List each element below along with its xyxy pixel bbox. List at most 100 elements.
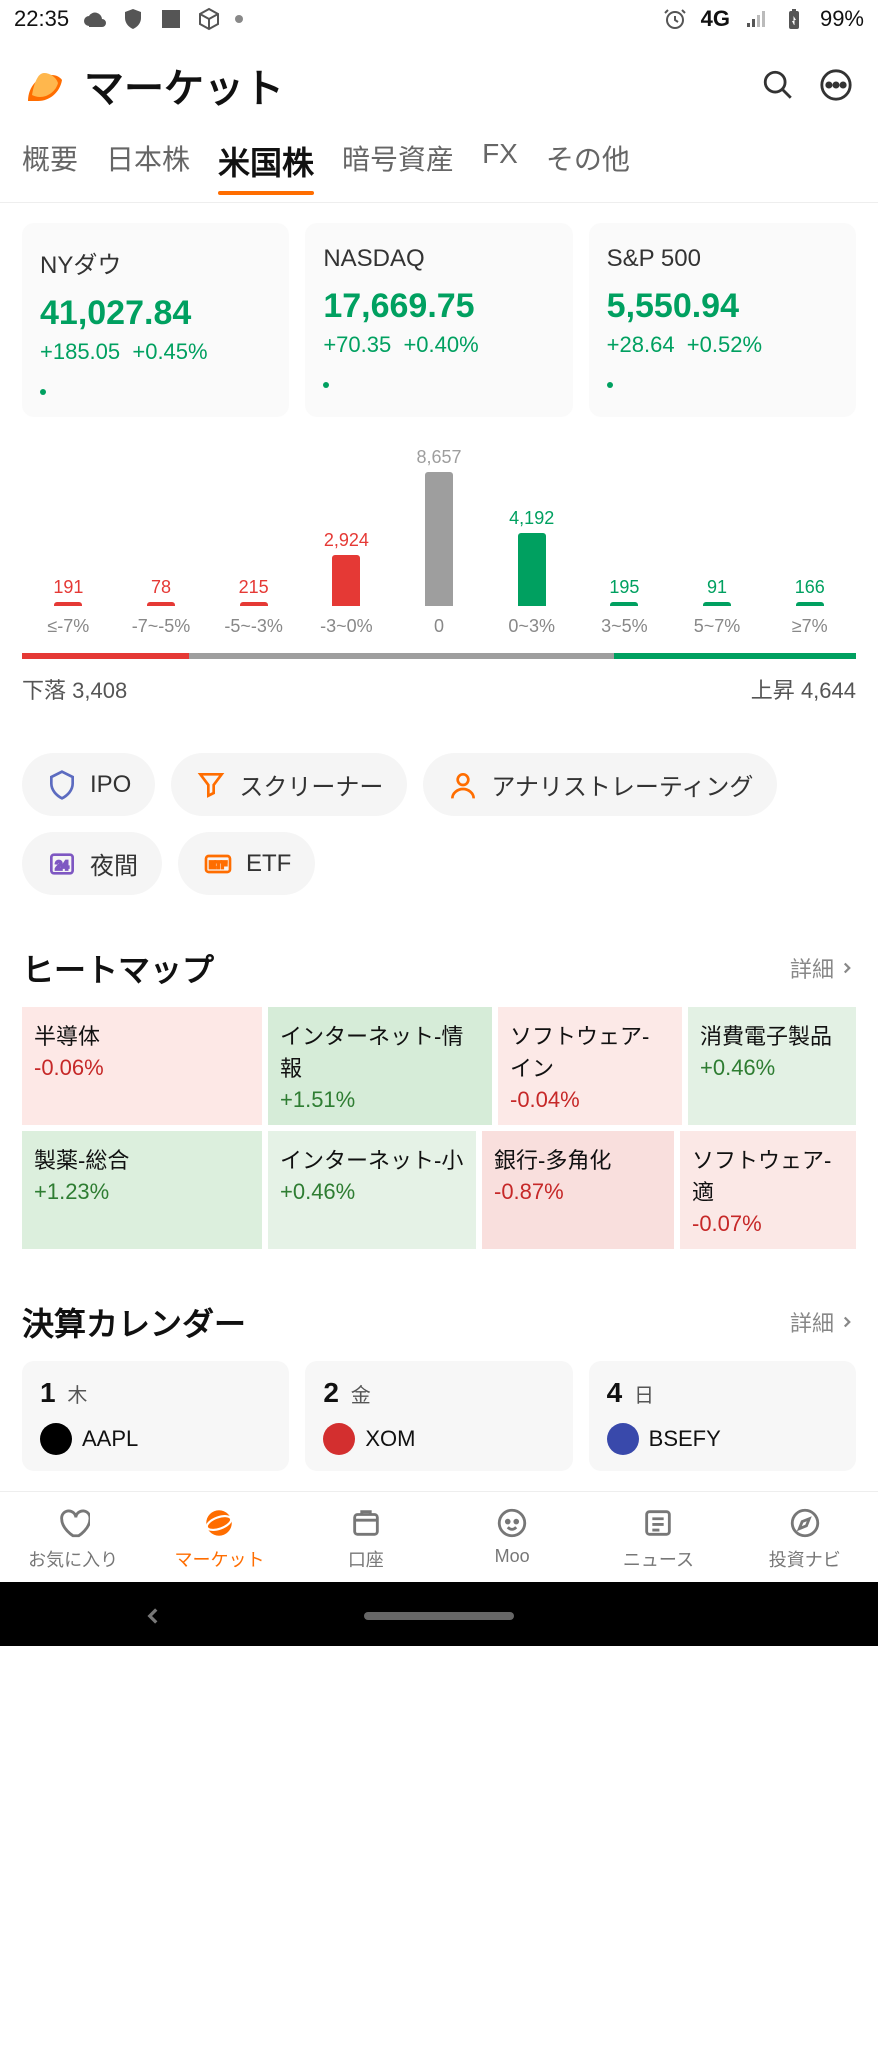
heatmap-cell[interactable]: 製薬-総合+1.23% xyxy=(22,1131,262,1249)
company-logo-icon xyxy=(323,1423,355,1455)
bar-icon xyxy=(425,472,453,606)
index-name: S&P 500 xyxy=(607,245,838,273)
notification-dot-icon xyxy=(235,15,243,23)
dist-count: 2,924 xyxy=(324,530,369,551)
search-button[interactable] xyxy=(758,65,798,105)
heatmap-cell[interactable]: インターネット-情報+1.51% xyxy=(268,1007,492,1125)
bar-icon xyxy=(703,602,731,606)
more-button[interactable] xyxy=(816,65,856,105)
tab-その他[interactable]: その他 xyxy=(546,138,630,194)
quick-ipo-button[interactable]: IPO xyxy=(22,753,155,816)
bar-icon xyxy=(240,602,268,606)
earnings-more-button[interactable]: 詳細 xyxy=(790,1306,856,1338)
tab-日本株[interactable]: 日本株 xyxy=(106,138,190,194)
heatmap-cell[interactable]: ソフトウェア-イン-0.04% xyxy=(498,1007,682,1125)
earnings-symbol: XOM xyxy=(323,1423,554,1455)
quick-label: IPO xyxy=(90,771,131,799)
status-battery: 99% xyxy=(820,6,864,32)
dist-bar: 191≤-7% xyxy=(22,447,115,637)
heatmap-sector-name: ソフトウェア-イン xyxy=(510,1019,670,1083)
heatmap-cell[interactable]: インターネット-小+0.46% xyxy=(268,1131,476,1249)
tab-FX[interactable]: FX xyxy=(482,138,518,194)
heatmap-sector-name: 消費電子製品 xyxy=(700,1019,844,1051)
heatmap-sector-name: 銀行-多角化 xyxy=(494,1143,662,1175)
quick-etf-button[interactable]: ETFETF xyxy=(178,832,315,895)
tabbar-heart[interactable]: お気に入り xyxy=(0,1492,146,1582)
quick-night-button[interactable]: 24夜間 xyxy=(22,832,162,895)
tabbar-market[interactable]: マーケット xyxy=(146,1492,292,1582)
dist-bar: 4,1920~3% xyxy=(485,447,578,637)
dist-bucket-label: 0 xyxy=(434,616,444,637)
svg-text:24: 24 xyxy=(55,858,69,872)
dist-count: 91 xyxy=(707,577,727,598)
earnings-title: 決算カレンダー xyxy=(22,1299,246,1345)
index-card[interactable]: NASDAQ17,669.75+70.35 +0.40% xyxy=(305,223,572,417)
company-logo-icon xyxy=(40,1423,72,1455)
dist-bar: 78-7~-5% xyxy=(115,447,208,637)
dist-count: 166 xyxy=(795,577,825,598)
page-title: マーケット xyxy=(84,56,740,114)
index-change: +70.35 +0.40% xyxy=(323,332,554,358)
dist-bar: 1953~5% xyxy=(578,447,671,637)
decline-summary: 下落 3,408 xyxy=(22,673,127,705)
earnings-day-card[interactable]: 2 金 XOM xyxy=(305,1361,572,1471)
tab-概要[interactable]: 概要 xyxy=(22,138,78,194)
company-logo-icon xyxy=(607,1423,639,1455)
dist-bar: 215-5~-3% xyxy=(207,447,300,637)
shield-icon xyxy=(121,7,145,31)
back-icon[interactable] xyxy=(140,1603,166,1629)
sparkline-dot-icon xyxy=(323,382,329,388)
dist-count: 195 xyxy=(609,577,639,598)
status-time: 22:35 xyxy=(14,6,69,32)
etf-icon: ETF xyxy=(202,848,234,880)
earnings-day-card[interactable]: 4 日BSEFY xyxy=(589,1361,856,1471)
earnings-day: 2 金 xyxy=(323,1377,554,1409)
tab-暗号資産[interactable]: 暗号資産 xyxy=(342,138,454,194)
dist-bucket-label: 5~7% xyxy=(694,616,741,637)
dist-bar: 91 5~7% xyxy=(671,447,764,637)
earnings-day-card[interactable]: 1 木AAPL xyxy=(22,1361,289,1471)
heatmap-sector-pct: +0.46% xyxy=(700,1055,844,1081)
screener-icon xyxy=(195,769,227,801)
heatmap-cell[interactable]: 半導体-0.06% xyxy=(22,1007,262,1125)
earnings-header: 決算カレンダー 詳細 xyxy=(0,1279,878,1361)
quick-access-buttons: IPO スクリーナーアナリストレーティング 24夜間 ETFETF xyxy=(0,729,878,925)
heatmap-sector-pct: -0.07% xyxy=(692,1211,844,1237)
ipo-icon xyxy=(46,769,78,801)
quick-screener-button[interactable]: スクリーナー xyxy=(171,753,407,816)
tabbar-label: お気に入り xyxy=(28,1546,118,1572)
dist-bar: 166≥7% xyxy=(763,447,856,637)
account-icon xyxy=(349,1506,383,1540)
dist-bucket-label: -5~-3% xyxy=(224,616,283,637)
index-card[interactable]: NYダウ41,027.84+185.05 +0.45% xyxy=(22,223,289,417)
box-icon xyxy=(197,7,221,31)
heatmap-sector-name: ソフトウェア-適 xyxy=(692,1143,844,1207)
news-icon xyxy=(641,1506,675,1540)
analyst-icon xyxy=(447,769,479,801)
tabbar-news[interactable]: ニュース xyxy=(585,1492,731,1582)
tabbar-compass[interactable]: 投資ナビ xyxy=(732,1492,878,1582)
heatmap-sector-name: インターネット-情報 xyxy=(280,1019,480,1083)
quick-analyst-button[interactable]: アナリストレーティング xyxy=(423,753,777,816)
tabbar-moo[interactable]: Moo xyxy=(439,1492,585,1582)
market-icon xyxy=(202,1506,236,1540)
heatmap-cell[interactable]: 消費電子製品 +0.46% xyxy=(688,1007,856,1125)
earnings-day: 1 木 xyxy=(40,1377,271,1409)
heatmap-more-button[interactable]: 詳細 xyxy=(790,952,856,984)
app-logo-icon xyxy=(22,63,66,107)
app-header: マーケット xyxy=(0,38,878,124)
compass-icon xyxy=(788,1506,822,1540)
heatmap-sector-name: 半導体 xyxy=(34,1019,250,1051)
index-card[interactable]: S&P 5005,550.94+28.64 +0.52% xyxy=(589,223,856,417)
alarm-icon xyxy=(663,7,687,31)
heatmap-header: ヒートマップ 詳細 xyxy=(0,925,878,1007)
cloud-icon xyxy=(83,7,107,31)
tab-米国株[interactable]: 米国株 xyxy=(218,138,314,194)
bar-icon xyxy=(796,602,824,606)
home-indicator[interactable] xyxy=(364,1612,514,1620)
earnings-symbol: BSEFY xyxy=(607,1423,838,1455)
heatmap-cell[interactable]: ソフトウェア-適 -0.07% xyxy=(680,1131,856,1249)
dist-count: 78 xyxy=(151,577,171,598)
tabbar-account[interactable]: 口座 xyxy=(293,1492,439,1582)
heatmap-cell[interactable]: 銀行-多角化-0.87% xyxy=(482,1131,674,1249)
